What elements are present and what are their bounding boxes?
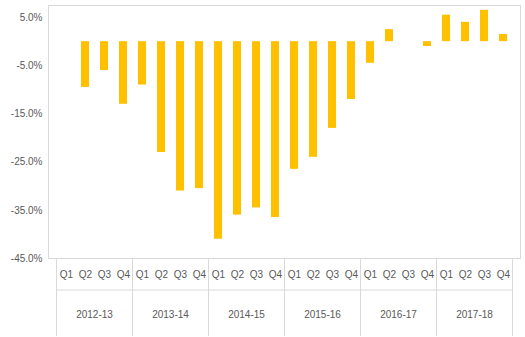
svg-text:Q4: Q4	[117, 269, 131, 280]
svg-text:Q3: Q3	[326, 269, 340, 280]
svg-text:Q1: Q1	[364, 269, 378, 280]
svg-text:Q4: Q4	[193, 269, 207, 280]
svg-text:Q2: Q2	[79, 269, 93, 280]
svg-text:Q3: Q3	[174, 269, 188, 280]
svg-text:5.0%: 5.0%	[20, 12, 43, 23]
svg-text:2014-15: 2014-15	[228, 309, 265, 320]
svg-text:Q1: Q1	[212, 269, 226, 280]
svg-text:Q3: Q3	[402, 269, 416, 280]
svg-text:Q2: Q2	[155, 269, 169, 280]
svg-text:Q3: Q3	[98, 269, 112, 280]
svg-text:Q1: Q1	[136, 269, 150, 280]
svg-text:2015-16: 2015-16	[304, 309, 341, 320]
svg-text:Q3: Q3	[250, 269, 264, 280]
svg-text:Q2: Q2	[459, 269, 473, 280]
svg-text:Q4: Q4	[497, 269, 511, 280]
svg-text:Q1: Q1	[60, 269, 74, 280]
svg-text:-25.0%: -25.0%	[11, 156, 43, 167]
svg-text:Q2: Q2	[383, 269, 397, 280]
svg-text:Q1: Q1	[440, 269, 454, 280]
svg-text:Q2: Q2	[231, 269, 245, 280]
svg-text:Q4: Q4	[421, 269, 435, 280]
svg-text:2016-17: 2016-17	[380, 309, 417, 320]
svg-text:-35.0%: -35.0%	[11, 205, 43, 216]
svg-text:-15.0%: -15.0%	[11, 108, 43, 119]
svg-text:Q2: Q2	[307, 269, 321, 280]
svg-text:Q1: Q1	[288, 269, 302, 280]
svg-text:Q4: Q4	[269, 269, 283, 280]
svg-text:2017-18: 2017-18	[456, 309, 493, 320]
svg-text:Q4: Q4	[345, 269, 359, 280]
svg-text:2012-13: 2012-13	[76, 309, 113, 320]
svg-text:2013-14: 2013-14	[152, 309, 189, 320]
svg-text:Q3: Q3	[478, 269, 492, 280]
svg-text:-45.0%: -45.0%	[11, 253, 43, 264]
svg-text:-5.0%: -5.0%	[16, 60, 42, 71]
